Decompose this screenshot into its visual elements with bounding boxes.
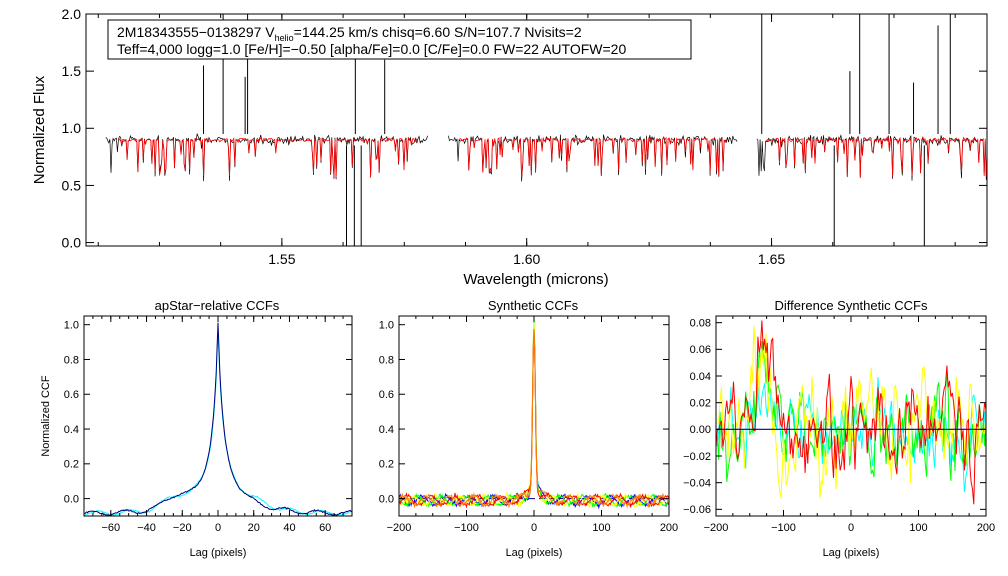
ccf-synthetic-xlabel: Lag (pixels) [506, 547, 563, 559]
ccf-difference-series [716, 340, 986, 482]
x-tick-label: 100 [592, 522, 610, 534]
ccf-synthetic-series [399, 327, 669, 510]
y-tick-label: −0.02 [683, 451, 711, 463]
y-tick-label: 0.0 [62, 234, 82, 250]
ccf-synthetic-title: Synthetic CCFs [488, 298, 579, 313]
ccf-apstar-xlabel: Lag (pixels) [190, 547, 247, 559]
ccf-apstar-frame [83, 315, 353, 517]
ccf-apstar-series [84, 322, 352, 516]
x-tick-label: −40 [137, 522, 156, 534]
y-tick-label: 1.0 [379, 320, 394, 332]
ccf-synthetic-series [399, 329, 669, 509]
y-tick-label: 0.8 [379, 354, 394, 366]
ccf-synthetic-lines [399, 321, 669, 510]
y-tick-label: 0.0 [64, 493, 79, 505]
y-tick-label: 0.2 [379, 459, 394, 471]
x-tick-label: 200 [660, 522, 678, 534]
annotation-line1-sub: helio [275, 33, 294, 43]
y-tick-label: 0.5 [62, 177, 82, 193]
y-tick-label: 0.00 [690, 424, 711, 436]
ccf-apstar-panel: apStar−relative CCFs −60 −40 −20 0 20 40 60 0.0… [40, 298, 353, 559]
ccf-apstar-series [84, 329, 352, 516]
spectrum-xlabel: Wavelength (microns) [463, 271, 608, 288]
y-tick-label: 0.4 [379, 424, 394, 436]
y-tick-label: 1.0 [64, 320, 79, 332]
y-tick-label: 2.0 [62, 6, 82, 22]
ccf-synthetic-frame [398, 315, 670, 517]
x-tick-label: 40 [283, 522, 295, 534]
annotation-line2: Teff=4,000 logg=1.0 [Fe/H]=−0.50 [alpha/… [117, 41, 626, 57]
x-tick-label: −100 [771, 522, 796, 534]
y-tick-label: 0.6 [379, 389, 394, 401]
x-tick-label: −100 [454, 522, 479, 534]
y-tick-label: 0.06 [690, 344, 711, 356]
y-tick-label: 0.04 [690, 371, 711, 383]
x-tick-label: −200 [704, 522, 729, 534]
ccf-synthetic-series [399, 329, 669, 509]
x-tick-label: 0 [215, 522, 221, 534]
ccf-difference-xlabel: Lag (pixels) [823, 547, 880, 559]
spectrum-lines [105, 14, 987, 246]
ccf-difference-ticks: −200 −100 0 100 200 −0.06 −0.04 −0.02 0.00 0.02 0.… [683, 316, 995, 534]
x-tick-label: 100 [909, 522, 927, 534]
ccf-apstar-lines [84, 322, 352, 516]
ccf-apstar-ylabel: Normalized CCF [40, 375, 52, 457]
model-spectrum [765, 136, 987, 178]
ccf-difference-series [716, 325, 986, 498]
x-tick-label: 20 [248, 522, 260, 534]
x-tick-label: 1.60 [513, 251, 540, 267]
ccf-synthetic-series [399, 321, 669, 509]
ccf-apstar-ticks: −60 −40 −20 0 20 40 60 0.0 0.2 0.4 0.6 0.8 1.0 [64, 316, 353, 534]
x-tick-label: −20 [173, 522, 192, 534]
ccf-synthetic-series [399, 322, 669, 509]
y-tick-label: 0.2 [64, 459, 79, 471]
ccf-difference-series [716, 320, 986, 505]
x-tick-label: −60 [101, 522, 120, 534]
annotation-line1: 2M18343555−0138297 Vhelio=144.25 km/s ch… [117, 24, 582, 43]
y-tick-label: 0.8 [64, 354, 79, 366]
y-tick-label: 0.0 [379, 493, 394, 505]
x-tick-label: 60 [319, 522, 331, 534]
x-tick-label: 1.55 [268, 251, 295, 267]
y-tick-label: 0.4 [64, 424, 79, 436]
ccf-difference-lines [716, 320, 986, 505]
ccf-apstar-title: apStar−relative CCFs [155, 298, 280, 313]
spectrum-panel: 1.55 1.60 1.65 0.0 0.5 1.0 1.5 2.0 Wavelength (… [31, 6, 988, 288]
x-tick-label: 0 [531, 522, 537, 534]
ccf-difference-title: Difference Synthetic CCFs [775, 298, 928, 313]
y-tick-label: −0.06 [683, 504, 711, 516]
spectrum-plot-frame [85, 13, 988, 247]
y-tick-label: −0.04 [683, 478, 711, 490]
y-tick-label: 0.02 [690, 398, 711, 410]
x-tick-label: 200 [977, 522, 995, 534]
model-spectrum [118, 136, 418, 178]
y-tick-label: 1.0 [62, 120, 82, 136]
x-tick-label: −200 [387, 522, 412, 534]
model-spectrum [458, 136, 728, 178]
y-tick-label: 0.08 [690, 318, 711, 330]
annotation-box [107, 19, 692, 60]
y-tick-label: 1.5 [62, 63, 82, 79]
x-tick-label: 0 [848, 522, 854, 534]
ccf-synthetic-panel: Synthetic CCFs −200 −100 0 100 200 0.0 0.2 0.4 0… [379, 298, 678, 559]
ccf-synthetic-ticks: −200 −100 0 100 200 0.0 0.2 0.4 0.6 0.8 1.0 [379, 316, 678, 534]
ccf-difference-panel: Difference Synthetic CCFs −200 −100 0 100 20… [683, 298, 995, 559]
spectrum-ylabel: Normalized Flux [31, 75, 48, 184]
spectrum-ticks: 1.55 1.60 1.65 0.0 0.5 1.0 1.5 2.0 [62, 6, 987, 267]
annotation-line1-post: =144.25 km/s chisq=6.60 S/N=107.7 Nvisit… [294, 24, 582, 40]
annotation-line1-pre: 2M18343555−0138297 V [117, 24, 275, 40]
x-tick-label: 1.65 [758, 251, 785, 267]
y-tick-label: 0.6 [64, 389, 79, 401]
